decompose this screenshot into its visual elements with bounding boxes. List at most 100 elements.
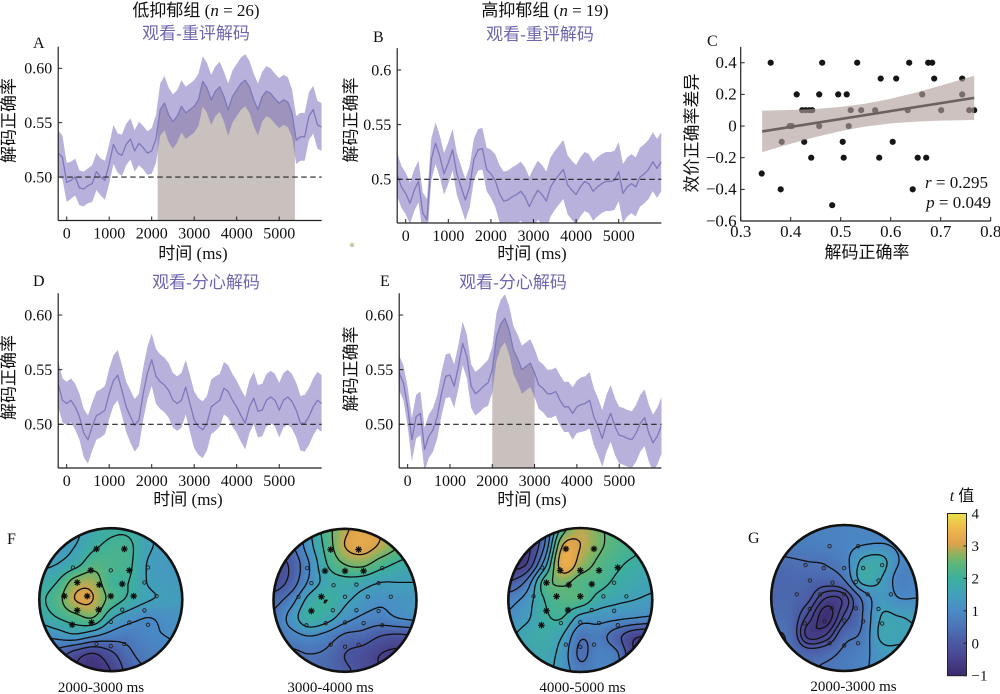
- x-tick-label: 0.4: [780, 222, 802, 241]
- topomap-cell: [597, 570, 603, 576]
- topomap-cell: [395, 583, 401, 589]
- topomap-cell: [580, 536, 586, 542]
- topomap-cell: [605, 642, 611, 648]
- topomap-cell: [110, 540, 116, 546]
- topomap-cell: [593, 625, 598, 631]
- topomap-cell: [546, 600, 552, 605]
- topomap-cell: [533, 616, 539, 622]
- topomap-cell: [874, 546, 880, 552]
- topomap-cell: [340, 646, 346, 652]
- topomap-cell: [550, 659, 556, 665]
- topomap-cell: [89, 582, 95, 588]
- topomap-cell: [319, 621, 325, 627]
- topomap-cell: [537, 553, 543, 559]
- topomap-cell: [323, 638, 329, 643]
- topomap-cell: [609, 604, 615, 610]
- topomap-cell: [839, 602, 845, 608]
- topomap-cell: [382, 612, 388, 618]
- topomap-cell: [399, 608, 405, 614]
- topomap-cell: [601, 612, 607, 618]
- topomap-cell: [529, 583, 535, 588]
- topomap-cell: [835, 606, 841, 612]
- topomap-cell: [827, 529, 832, 535]
- topomap-cell: [852, 533, 858, 539]
- topomap-cell: [796, 628, 802, 633]
- topomap-cell: [127, 650, 133, 655]
- topomap-cell: [643, 587, 649, 593]
- topomap-cell: [357, 604, 363, 610]
- topomap-cell: [77, 574, 82, 580]
- electrode-marker: [842, 592, 847, 597]
- topomap-cell: [827, 567, 832, 573]
- topomap-cell: [144, 608, 150, 613]
- topomap-cell: [622, 604, 628, 610]
- electrode-marker: [376, 580, 381, 586]
- topomap-cell: [848, 619, 854, 625]
- topomap-cell: [140, 545, 146, 550]
- topomap-cell: [169, 616, 175, 622]
- topomap-cell: [68, 578, 74, 584]
- topomap-cell: [349, 583, 355, 589]
- topomap-cell: [904, 628, 910, 633]
- topomap-cell: [900, 636, 905, 642]
- topomap-cell: [68, 633, 74, 639]
- topomap-cell: [332, 545, 338, 551]
- topomap-cell: [131, 561, 137, 567]
- topomap-cell: [374, 612, 380, 618]
- topomap-cell: [605, 574, 611, 580]
- electrode-marker: [807, 606, 813, 612]
- topomap-cell: [588, 604, 594, 610]
- topomap-cell: [533, 642, 539, 648]
- topomap-cell: [542, 595, 548, 601]
- topomap-cell: [332, 629, 338, 635]
- electrode-significant-marker: [553, 593, 560, 600]
- topomap-cell: [546, 621, 552, 627]
- topomap-cell: [839, 529, 845, 535]
- scatter-point: [889, 138, 896, 145]
- topomap-cell: [123, 637, 129, 643]
- topomap-cell: [835, 636, 841, 642]
- topomap-cell: [332, 579, 338, 585]
- topomap-cell: [601, 587, 607, 593]
- topomap-cell: [861, 533, 867, 539]
- topomap-cell: [387, 608, 392, 614]
- topomap-cell: [345, 654, 350, 660]
- topomap-cell: [814, 537, 820, 543]
- group-n-symbol: n: [210, 1, 219, 20]
- topomap-cell: [345, 587, 350, 593]
- topomap-cell: [835, 619, 841, 625]
- topomap-cell: [311, 646, 317, 652]
- topomap-cell: [814, 542, 820, 548]
- topomap-cell: [382, 545, 388, 551]
- topomap-cell: [882, 632, 888, 638]
- topomap-cell: [874, 598, 880, 603]
- topomap-cell: [614, 655, 620, 660]
- topomap-cell: [635, 561, 641, 567]
- topomap-cell: [882, 537, 888, 543]
- topomap-cell: [622, 642, 628, 648]
- topomap-cell: [60, 633, 66, 639]
- x-axis-label: 时间 (ms): [158, 244, 227, 263]
- electrode-marker: [876, 578, 881, 583]
- topomap-cell: [904, 572, 910, 578]
- topomap-cell: [546, 616, 552, 622]
- topomap-cell: [72, 654, 78, 660]
- topomap-cell: [102, 582, 108, 588]
- topomap-cell: [516, 578, 522, 584]
- topomap-cell: [801, 649, 807, 655]
- topomap-cell: [878, 546, 884, 552]
- topomap-cell: [891, 555, 897, 560]
- topomap-cell: [81, 545, 87, 550]
- panel-f: F 2000-3000 ms 3000-4000 ms 4000-5000 ms: [7, 526, 654, 694]
- topomap-cell: [818, 623, 824, 629]
- topomap-cell: [529, 612, 535, 618]
- topomap-cell: [567, 633, 573, 639]
- topomap-cell: [281, 617, 287, 622]
- topomap-cell: [123, 549, 129, 555]
- topomap-cell: [639, 604, 645, 610]
- topomap-cell: [89, 637, 95, 643]
- topomap-cell: [161, 624, 167, 630]
- topomap-cell: [831, 525, 837, 530]
- topomap-cell: [908, 610, 914, 616]
- topomap-cell: [809, 628, 815, 633]
